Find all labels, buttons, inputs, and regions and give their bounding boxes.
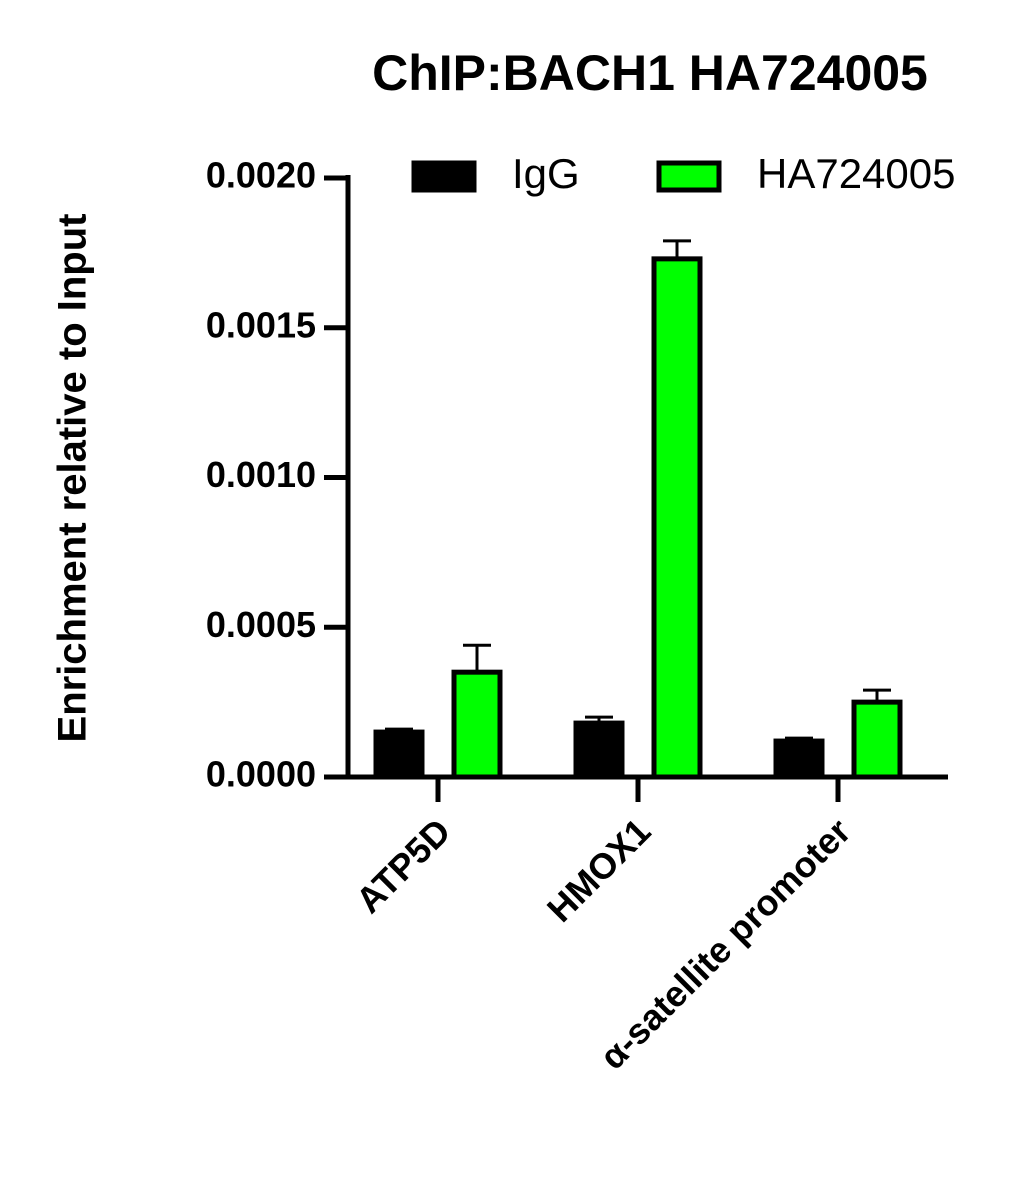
y-tick-label: 0.0015	[206, 304, 316, 345]
y-tick-label: 0.0010	[206, 454, 316, 495]
bar	[851, 699, 903, 780]
y-axis-label: Enrichment relative to Input	[51, 214, 95, 743]
y-tick-label: 0.0020	[206, 155, 316, 196]
legend-swatch	[411, 160, 477, 193]
bar	[373, 729, 425, 780]
legend-swatch	[656, 160, 722, 193]
bar	[573, 720, 625, 780]
bar	[651, 256, 703, 780]
y-tick-label: 0.0005	[206, 604, 316, 645]
bar	[773, 738, 825, 780]
chart-title: ChIP:BACH1 HA724005	[372, 45, 928, 101]
x-tick-label: ATP5D	[348, 810, 459, 921]
bar	[451, 669, 503, 780]
x-tick-label: HMOX1	[539, 810, 659, 930]
legend-label: IgG	[512, 150, 580, 197]
y-tick-label: 0.0000	[206, 754, 316, 795]
legend-label: HA724005	[757, 150, 956, 197]
